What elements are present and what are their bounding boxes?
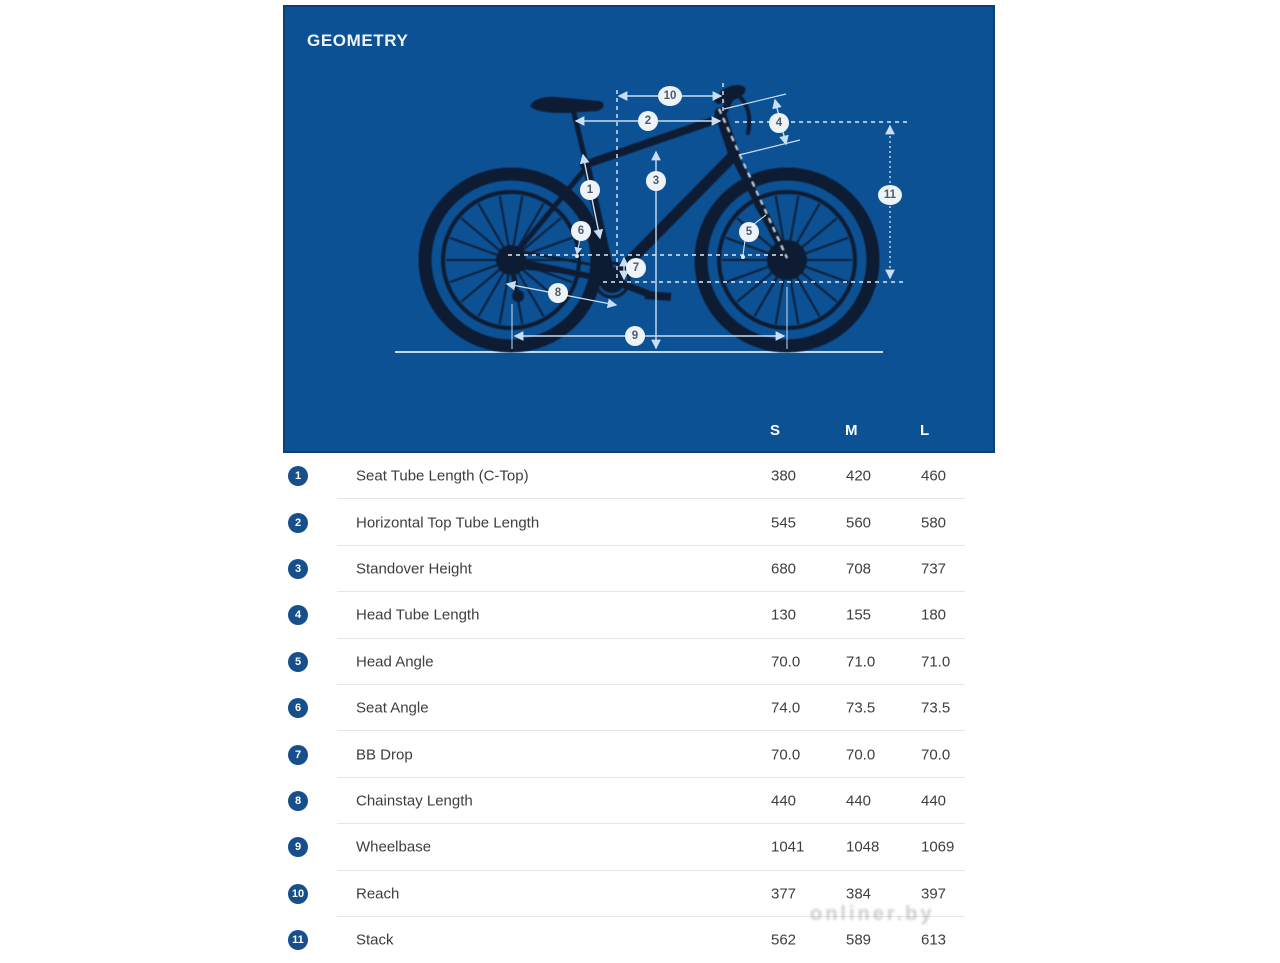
diagram-badge-7: 7 <box>626 258 646 278</box>
value-size-m: 155 <box>846 606 872 624</box>
row-number-badge: 11 <box>288 930 308 951</box>
svg-text:11: 11 <box>884 189 897 201</box>
row-label: Stack <box>356 931 394 949</box>
svg-text:9: 9 <box>632 330 638 342</box>
value-size-s: 130 <box>771 606 797 624</box>
row-number-badge: 5 <box>288 651 308 672</box>
watermark: onliner.by <box>810 903 935 925</box>
table-row: 10 Reach 377 384 397 <box>283 870 995 918</box>
row-number-badge: 9 <box>288 837 308 858</box>
value-size-l: 397 <box>921 885 947 903</box>
size-header-m: M <box>845 422 858 439</box>
svg-text:1: 1 <box>587 184 594 196</box>
value-size-m: 708 <box>846 560 872 578</box>
svg-text:5: 5 <box>746 226 753 238</box>
svg-text:8: 8 <box>555 287 562 299</box>
table-row: 2 Horizontal Top Tube Length 545 560 580 <box>283 499 995 547</box>
bike-geometry-diagram: 1 2 3 4 5 6 7 8 9 10 11 <box>395 83 907 353</box>
row-label: Head Angle <box>356 653 434 671</box>
row-number-badge: 7 <box>288 744 308 765</box>
diagram-badge-11: 11 <box>878 185 902 205</box>
table-row: 11 Stack 562 589 613 <box>283 916 995 963</box>
row-label: Seat Angle <box>356 699 429 717</box>
steering-axis-dashed-line <box>718 108 788 259</box>
diagram-badge-10: 10 <box>658 86 682 106</box>
value-size-l: 1069 <box>921 838 955 856</box>
table-row: 1 Seat Tube Length (C-Top) 380 420 460 <box>283 453 995 500</box>
svg-text:6: 6 <box>578 225 584 237</box>
row-number-badge: 2 <box>288 512 308 533</box>
value-size-m: 440 <box>846 792 872 810</box>
value-size-l: 440 <box>921 792 947 810</box>
geometry-panel: GEOMETRY <box>283 5 995 453</box>
value-size-s: 74.0 <box>771 699 801 717</box>
diagram-badge-2: 2 <box>638 111 658 131</box>
size-header-l: L <box>920 422 930 439</box>
diagram-badge-4: 4 <box>769 113 789 133</box>
diagram-badge-3: 3 <box>646 171 666 191</box>
value-size-l: 71.0 <box>921 653 951 671</box>
value-size-s: 377 <box>771 885 797 903</box>
table-row: 3 Standover Height 680 708 737 <box>283 545 995 593</box>
svg-text:10: 10 <box>664 90 677 102</box>
svg-text:7: 7 <box>633 262 639 274</box>
value-size-l: 460 <box>921 467 947 485</box>
geometry-table: 1 Seat Tube Length (C-Top) 380 420 460 2… <box>283 453 995 963</box>
svg-text:4: 4 <box>776 117 783 129</box>
value-size-m: 70.0 <box>846 746 876 764</box>
diagram-badge-5: 5 <box>739 222 759 242</box>
size-header-s: S <box>770 422 781 439</box>
value-size-s: 70.0 <box>771 746 801 764</box>
row-number-badge: 6 <box>288 698 308 719</box>
row-number-badge: 3 <box>288 558 308 579</box>
table-row: 9 Wheelbase 1041 1048 1069 <box>283 824 995 871</box>
table-row: 5 Head Angle 70.0 71.0 71.0 <box>283 638 995 686</box>
value-size-s: 70.0 <box>771 653 801 671</box>
row-number-badge: 10 <box>288 883 308 904</box>
value-size-l: 73.5 <box>921 699 951 717</box>
value-size-s: 380 <box>771 467 797 485</box>
value-size-m: 560 <box>846 514 872 532</box>
row-label: Horizontal Top Tube Length <box>356 514 540 532</box>
row-number-badge: 1 <box>288 466 308 487</box>
table-row: 8 Chainstay Length 440 440 440 <box>283 777 995 825</box>
row-label: Chainstay Length <box>356 792 473 810</box>
value-size-s: 1041 <box>771 838 805 856</box>
row-label: Wheelbase <box>356 838 432 856</box>
value-size-m: 73.5 <box>846 699 876 717</box>
diagram-badge-6: 6 <box>571 221 591 241</box>
row-label: Head Tube Length <box>356 606 480 624</box>
table-row: 4 Head Tube Length 130 155 180 <box>283 592 995 639</box>
value-size-m: 71.0 <box>846 653 876 671</box>
table-row: 7 BB Drop 70.0 70.0 70.0 <box>283 731 995 779</box>
value-size-s: 562 <box>771 931 797 949</box>
diagram-badges: 1 2 3 4 5 6 7 8 9 10 11 <box>548 86 902 346</box>
value-size-m: 589 <box>846 931 872 949</box>
value-size-l: 737 <box>921 560 947 578</box>
value-size-l: 580 <box>921 514 947 532</box>
svg-text:3: 3 <box>653 175 659 187</box>
row-label: Reach <box>356 885 400 903</box>
row-label: BB Drop <box>356 746 413 764</box>
svg-text:2: 2 <box>645 115 651 127</box>
diagram-badge-9: 9 <box>625 326 645 346</box>
table-row: 6 Seat Angle 74.0 73.5 73.5 <box>283 684 995 732</box>
diagram-badge-8: 8 <box>548 283 568 303</box>
value-size-l: 180 <box>921 606 947 624</box>
value-size-l: 70.0 <box>921 746 951 764</box>
value-size-s: 440 <box>771 792 797 810</box>
value-size-m: 384 <box>846 885 872 903</box>
value-size-m: 1048 <box>846 838 880 856</box>
value-size-s: 680 <box>771 560 797 578</box>
panel-title: GEOMETRY <box>307 31 409 50</box>
value-size-s: 545 <box>771 514 797 532</box>
row-number-badge: 8 <box>288 790 308 811</box>
row-label: Standover Height <box>356 560 472 578</box>
diagram-badge-1: 1 <box>580 180 600 200</box>
value-size-m: 420 <box>846 467 872 485</box>
row-label: Seat Tube Length (C-Top) <box>356 467 529 485</box>
row-number-badge: 4 <box>288 605 308 626</box>
value-size-l: 613 <box>921 931 947 949</box>
